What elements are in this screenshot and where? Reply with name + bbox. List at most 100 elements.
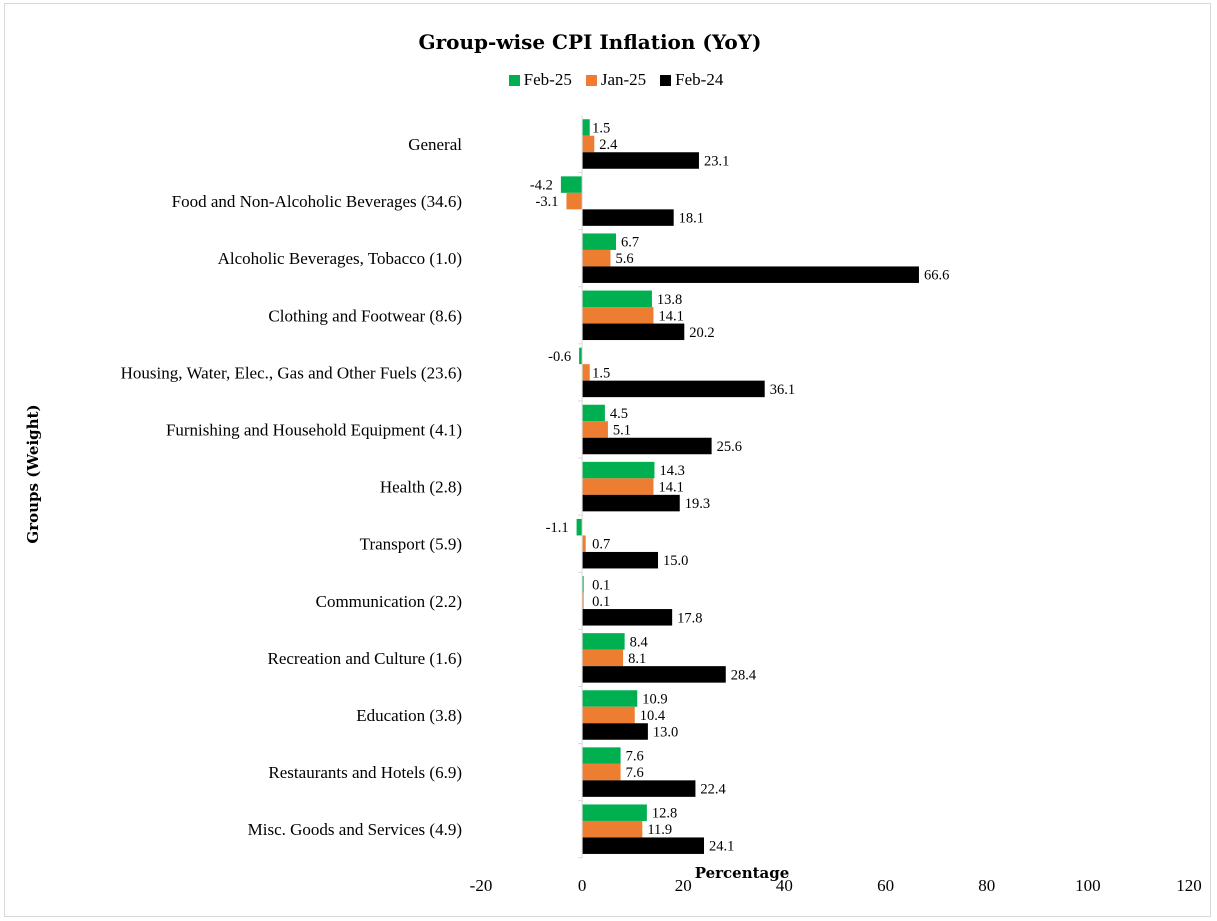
data-label-Jan-25-4: 1.5 <box>592 365 610 381</box>
data-label-Jan-25-1: -3.1 <box>535 194 558 210</box>
bar-Feb-24-10 <box>582 723 648 740</box>
data-label-Feb-25-5: 4.5 <box>610 406 628 422</box>
data-label-Feb-25-0: 1.5 <box>592 121 610 137</box>
data-label-Jan-25-12: 11.9 <box>647 822 672 838</box>
data-label-Feb-25-8: 0.1 <box>592 577 610 593</box>
legend-label-0: Feb-25 <box>523 70 572 89</box>
bar-Feb-24-0 <box>582 152 699 169</box>
bar-Feb-25-7 <box>576 518 583 536</box>
data-label-Feb-24-10: 13.0 <box>653 725 678 741</box>
data-label-Feb-24-1: 18.1 <box>679 211 704 227</box>
category-label-8: Communication (2.2) <box>316 592 462 611</box>
legend-label-1: Jan-25 <box>600 70 647 89</box>
data-label-Feb-24-3: 20.2 <box>689 325 714 341</box>
bar-Feb-24-5 <box>582 437 712 455</box>
legend-item-2: Feb-24 <box>660 70 723 90</box>
bar-Jan-25-1 <box>566 192 583 210</box>
data-label-Jan-25-5: 5.1 <box>613 423 631 439</box>
category-label-3: Clothing and Footwear (8.6) <box>268 306 462 325</box>
legend-swatch-2 <box>660 74 672 86</box>
x-tick-label-4: 60 <box>877 876 894 895</box>
category-label-12: Misc. Goods and Services (4.9) <box>248 820 462 839</box>
data-label-Feb-25-12: 12.8 <box>652 806 677 822</box>
bar-Feb-25-9 <box>582 633 625 650</box>
data-label-Feb-24-7: 15.0 <box>663 553 688 569</box>
bar-Jan-25-7 <box>582 535 586 552</box>
bar-Feb-24-11 <box>582 780 696 797</box>
data-label-Feb-25-1: -4.2 <box>530 178 553 194</box>
data-label-Jan-25-6: 14.1 <box>658 480 683 496</box>
data-label-Feb-25-10: 10.9 <box>642 692 667 708</box>
bar-Feb-25-0 <box>582 119 590 136</box>
category-label-10: Education (3.8) <box>356 706 462 725</box>
y-axis-title: Groups (Weight) <box>24 404 42 544</box>
data-label-Jan-25-10: 10.4 <box>640 708 666 724</box>
data-label-Feb-24-2: 66.6 <box>924 268 949 284</box>
data-label-Jan-25-9: 8.1 <box>628 651 646 667</box>
data-label-Feb-24-4: 36.1 <box>770 382 795 398</box>
x-tick-label-2: 20 <box>675 876 692 895</box>
bar-Jan-25-8 <box>582 592 584 610</box>
category-label-0: General <box>408 135 462 154</box>
category-label-7: Transport (5.9) <box>360 535 462 554</box>
data-label-Jan-25-7: 0.7 <box>592 537 610 553</box>
bar-Jan-25-3 <box>582 307 654 324</box>
bar-Jan-25-5 <box>582 421 608 438</box>
legend-swatch-0 <box>508 74 520 86</box>
x-tick-label-6: 100 <box>1075 876 1101 895</box>
bar-Feb-25-10 <box>582 690 638 707</box>
bar-Jan-25-11 <box>582 763 621 781</box>
data-label-Feb-24-0: 23.1 <box>704 154 729 170</box>
data-label-Feb-24-9: 28.4 <box>731 667 757 683</box>
bar-Feb-25-12 <box>582 804 647 821</box>
category-label-5: Furnishing and Household Equipment (4.1) <box>166 421 462 440</box>
x-tick-label-5: 80 <box>978 876 995 895</box>
x-tick-label-1: 0 <box>578 876 587 895</box>
data-label-Feb-25-3: 13.8 <box>657 292 682 308</box>
bar-Feb-25-5 <box>582 404 605 422</box>
bar-Jan-25-4 <box>582 364 590 381</box>
chart-frame <box>4 3 1211 917</box>
bar-Feb-24-4 <box>582 380 765 398</box>
category-label-9: Recreation and Culture (1.6) <box>268 649 463 668</box>
data-label-Jan-25-11: 7.6 <box>626 765 644 781</box>
bar-Jan-25-10 <box>582 706 635 724</box>
bar-Feb-24-8 <box>582 609 673 626</box>
data-label-Feb-24-8: 17.8 <box>677 610 702 626</box>
bar-Jan-25-12 <box>582 820 643 838</box>
x-tick-label-0: -20 <box>470 876 493 895</box>
data-label-Jan-25-8: 0.1 <box>592 594 610 610</box>
category-label-11: Restaurants and Hotels (6.9) <box>268 763 462 782</box>
bar-Feb-24-2 <box>582 266 919 283</box>
x-tick-label-7: 120 <box>1176 876 1202 895</box>
data-label-Feb-24-5: 25.6 <box>717 439 742 455</box>
data-label-Jan-25-3: 14.1 <box>658 308 683 324</box>
category-label-4: Housing, Water, Elec., Gas and Other Fue… <box>121 363 462 382</box>
data-label-Feb-24-6: 19.3 <box>685 496 710 512</box>
data-label-Feb-25-7: -1.1 <box>546 520 569 536</box>
x-tick-label-3: 40 <box>776 876 793 895</box>
bar-Jan-25-0 <box>582 135 595 153</box>
bar-Feb-24-1 <box>582 209 674 226</box>
bar-Feb-24-3 <box>582 323 685 341</box>
bar-Feb-25-3 <box>582 290 652 308</box>
legend-swatch-1 <box>585 74 597 86</box>
bar-Feb-25-6 <box>582 461 655 479</box>
data-label-Feb-24-11: 22.4 <box>700 782 726 798</box>
bar-Jan-25-9 <box>582 649 624 667</box>
data-label-Feb-25-2: 6.7 <box>621 235 639 251</box>
bar-Feb-24-7 <box>582 551 658 569</box>
legend-item-1: Jan-25 <box>585 70 647 90</box>
data-label-Jan-25-2: 5.6 <box>615 251 633 267</box>
category-label-2: Alcoholic Beverages, Tobacco (1.0) <box>218 249 462 268</box>
bar-Feb-24-9 <box>582 666 726 683</box>
bar-Jan-25-6 <box>582 478 654 495</box>
bar-Feb-25-2 <box>582 233 617 250</box>
bar-Jan-25-2 <box>582 249 611 267</box>
data-label-Feb-24-12: 24.1 <box>709 839 734 855</box>
data-label-Jan-25-0: 2.4 <box>599 137 618 153</box>
legend: Feb-25 Jan-25 Feb-24 <box>0 70 1217 90</box>
bar-Feb-24-6 <box>582 494 680 512</box>
chart-title: Group-wise CPI Inflation (YoY) <box>418 30 762 54</box>
